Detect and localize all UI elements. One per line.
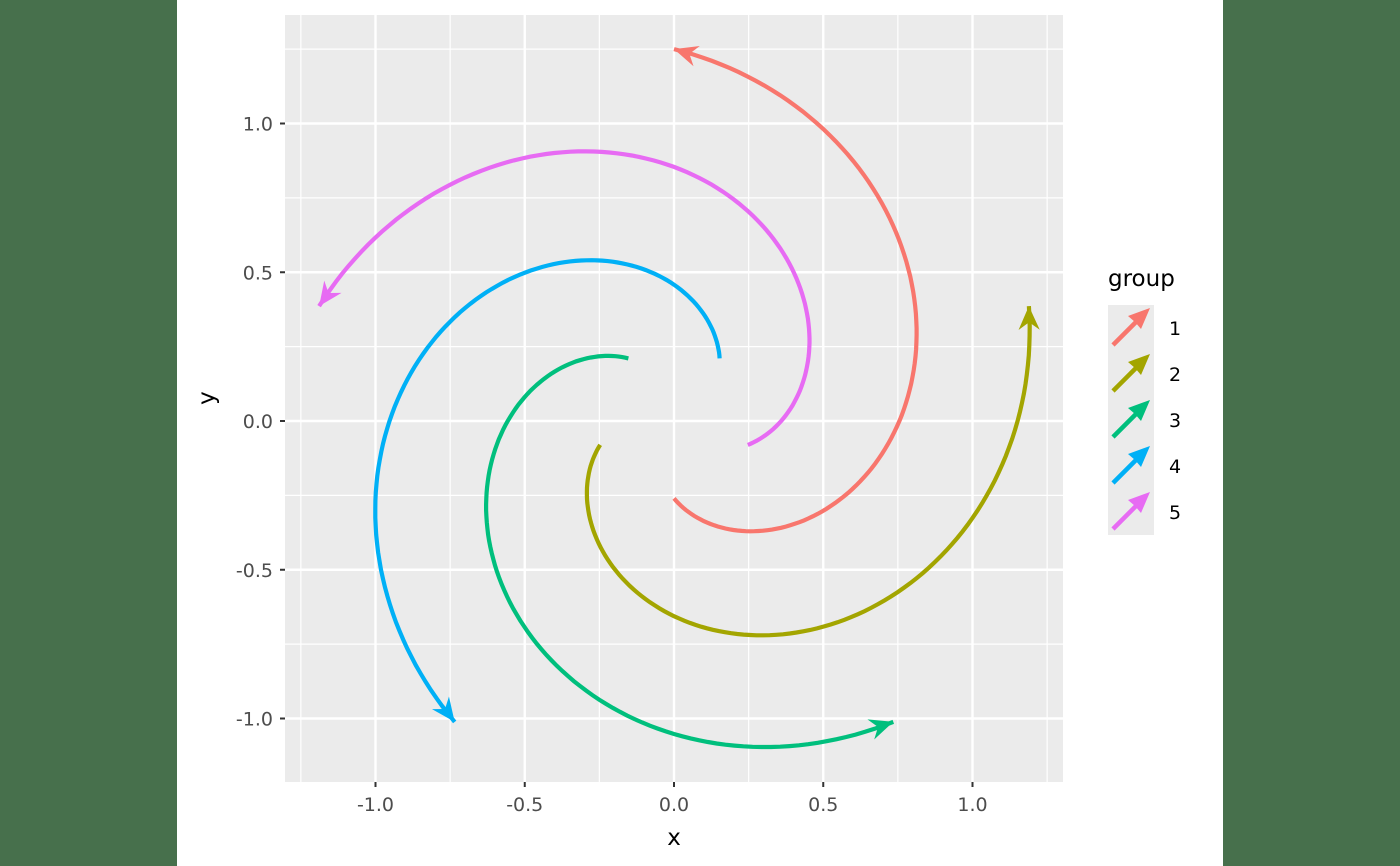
legend-label: 3: [1169, 410, 1181, 432]
x-axis-title: x: [667, 825, 681, 851]
arrowhead-icon: [867, 719, 894, 740]
arrowhead-icon: [1018, 306, 1040, 330]
spiral-arrow-chart: -1.0 -0.5 0.0 0.5 1.0 -1.0-0.50.00.51.0 x y …: [194, 15, 1181, 851]
y-tick-label: 0.0: [243, 411, 273, 433]
legend-title: group: [1108, 266, 1175, 292]
legend-arrowhead-icon: [1128, 446, 1150, 467]
spiral-curve-group-4: [373, 258, 722, 724]
legend-arrowhead-icon: [1128, 308, 1150, 329]
spiral-curve-group-2: [584, 305, 1032, 638]
y-tick-label: -1.0: [236, 709, 273, 731]
x-tick-label: 0.0: [659, 794, 689, 816]
chart-canvas: -1.0 -0.5 0.0 0.5 1.0 -1.0 -0.5 0.0 0.5 1.0 x y …: [177, 0, 1223, 866]
y-tick-label: -0.5: [236, 560, 273, 582]
spiral-curves: [317, 46, 1040, 750]
legend-item-1: 1: [1111, 308, 1181, 347]
legend-arrow-icon: [1111, 363, 1141, 393]
legend-arrowhead-icon: [1128, 492, 1150, 513]
x-tick-label: 0.5: [808, 794, 838, 816]
legend-arrowhead-icon: [1128, 400, 1150, 421]
spiral-curve-group-1: [672, 47, 919, 534]
legend-arrow-icon: [1111, 409, 1141, 439]
legend: group 1 2 3 4 5: [1108, 266, 1181, 535]
legend-label: 5: [1169, 502, 1181, 524]
legend-label: 4: [1169, 456, 1181, 478]
x-axis: -1.0 -0.5 0.0 0.5 1.0: [357, 782, 988, 816]
spiral-curve-group-3: [484, 353, 895, 750]
arrowhead-icon: [431, 696, 455, 722]
x-tick-label: 1.0: [957, 794, 987, 816]
y-axis: -1.0 -0.5 0.0 0.5 1.0: [236, 114, 285, 731]
legend-arrow-icon: [1111, 455, 1141, 485]
spiral-curve-group-5: [317, 149, 812, 447]
legend-arrow-icon: [1111, 317, 1141, 347]
y-axis-title: y: [194, 391, 220, 405]
y-tick-label: 0.5: [243, 262, 273, 284]
arrowhead-icon: [674, 46, 700, 67]
x-tick-label: -1.0: [357, 794, 394, 816]
legend-item-4: 4: [1111, 446, 1181, 485]
legend-item-2: 2: [1111, 354, 1181, 393]
legend-arrow-icon: [1111, 501, 1141, 531]
y-tick-label: 1.0: [243, 114, 273, 136]
legend-item-5: 5: [1111, 492, 1181, 531]
legend-arrowhead-icon: [1128, 354, 1150, 375]
legend-label: 2: [1169, 364, 1181, 386]
legend-label: 1: [1169, 318, 1181, 340]
legend-item-3: 3: [1111, 400, 1181, 439]
x-tick-label: -0.5: [506, 794, 543, 816]
arrowhead-icon: [319, 280, 342, 307]
